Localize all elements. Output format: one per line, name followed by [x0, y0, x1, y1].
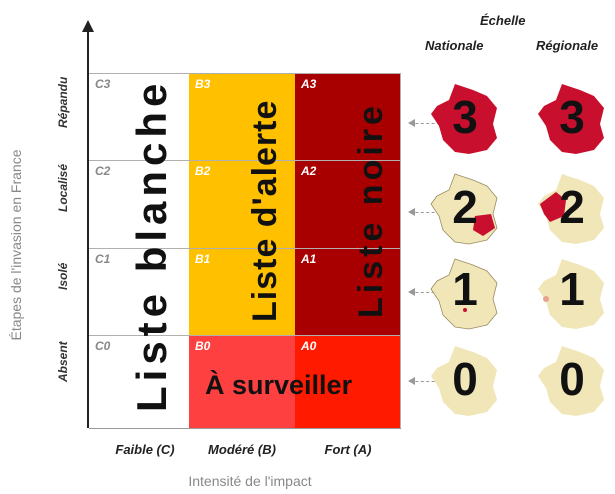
scale-national-label: Nationale: [425, 38, 484, 53]
france-map-regional-2: [538, 174, 604, 244]
code-b1: B1: [195, 252, 211, 266]
level-number-regional-1: 1: [559, 263, 585, 315]
level-number-national-1: 1: [452, 263, 478, 315]
y-axis-arrowhead: [82, 20, 94, 32]
level-number-regional-2: 2: [559, 181, 585, 233]
grid-line-3: [89, 335, 401, 336]
white-list-label: Liste blanche: [128, 78, 175, 412]
column-c-white-list: [89, 73, 189, 428]
france-map-national-1: [430, 258, 498, 330]
arrow-level-1: [408, 288, 440, 296]
grid-right-border: [400, 73, 401, 428]
france-map-regional-0: [538, 346, 604, 416]
watch-list-label: À surveiller: [205, 370, 353, 400]
arrow-level-3: [408, 119, 440, 127]
level-number-national-0: 0: [452, 353, 478, 405]
code-a2: A2: [301, 164, 317, 178]
scale-regional-label: Régionale: [536, 38, 599, 53]
row-label-isole: Isolé: [56, 262, 70, 290]
col-label-modere: Modéré (B): [208, 442, 276, 457]
alert-list-label: Liste d'alerte: [246, 99, 284, 322]
black-list-label: Liste noire: [352, 102, 390, 318]
arrow-level-0: [408, 377, 440, 385]
france-map-national-2: [430, 173, 498, 245]
france-map-regional-3: [538, 84, 604, 154]
code-b2: B2: [195, 164, 211, 178]
scale-title: Échelle: [480, 13, 526, 28]
y-axis-title: Étapes de l'invasion en France: [8, 149, 24, 341]
code-a1: A1: [301, 252, 317, 266]
level-number-regional-3: 3: [559, 91, 585, 143]
x-axis-title: Intensité de l'impact: [188, 473, 312, 489]
code-a0: A0: [301, 339, 317, 353]
row-label-absent: Absent: [56, 341, 70, 382]
column-b-alert-list: [189, 73, 295, 335]
france-map-national-3: [431, 84, 497, 154]
france-map-regional-1: [538, 259, 604, 329]
grid-line-top: [89, 73, 401, 74]
code-b3: B3: [195, 77, 211, 91]
grid-line-1: [89, 160, 401, 161]
column-a-black-list: [295, 73, 401, 335]
cell-b0: [189, 335, 295, 428]
france-map-national-0: [431, 346, 497, 416]
grid-line-bottom: [89, 428, 401, 429]
code-b0: B0: [195, 339, 211, 353]
code-c3: C3: [95, 77, 111, 91]
code-c0: C0: [95, 339, 111, 353]
grid-line-2: [89, 248, 401, 249]
code-c2: C2: [95, 164, 111, 178]
code-a3: A3: [301, 77, 317, 91]
col-label-faible: Faible (C): [115, 442, 175, 457]
level-number-national-2: 2: [452, 181, 478, 233]
col-label-fort: Fort (A): [324, 442, 372, 457]
y-axis-line: [87, 28, 89, 428]
code-c1: C1: [95, 252, 111, 266]
level-number-regional-0: 0: [559, 353, 585, 405]
row-label-localise: Localisé: [56, 163, 70, 212]
cell-a0: [295, 335, 401, 428]
level-number-national-3: 3: [452, 91, 478, 143]
arrow-level-2: [408, 208, 440, 216]
row-label-repandu: Répandu: [56, 76, 70, 128]
